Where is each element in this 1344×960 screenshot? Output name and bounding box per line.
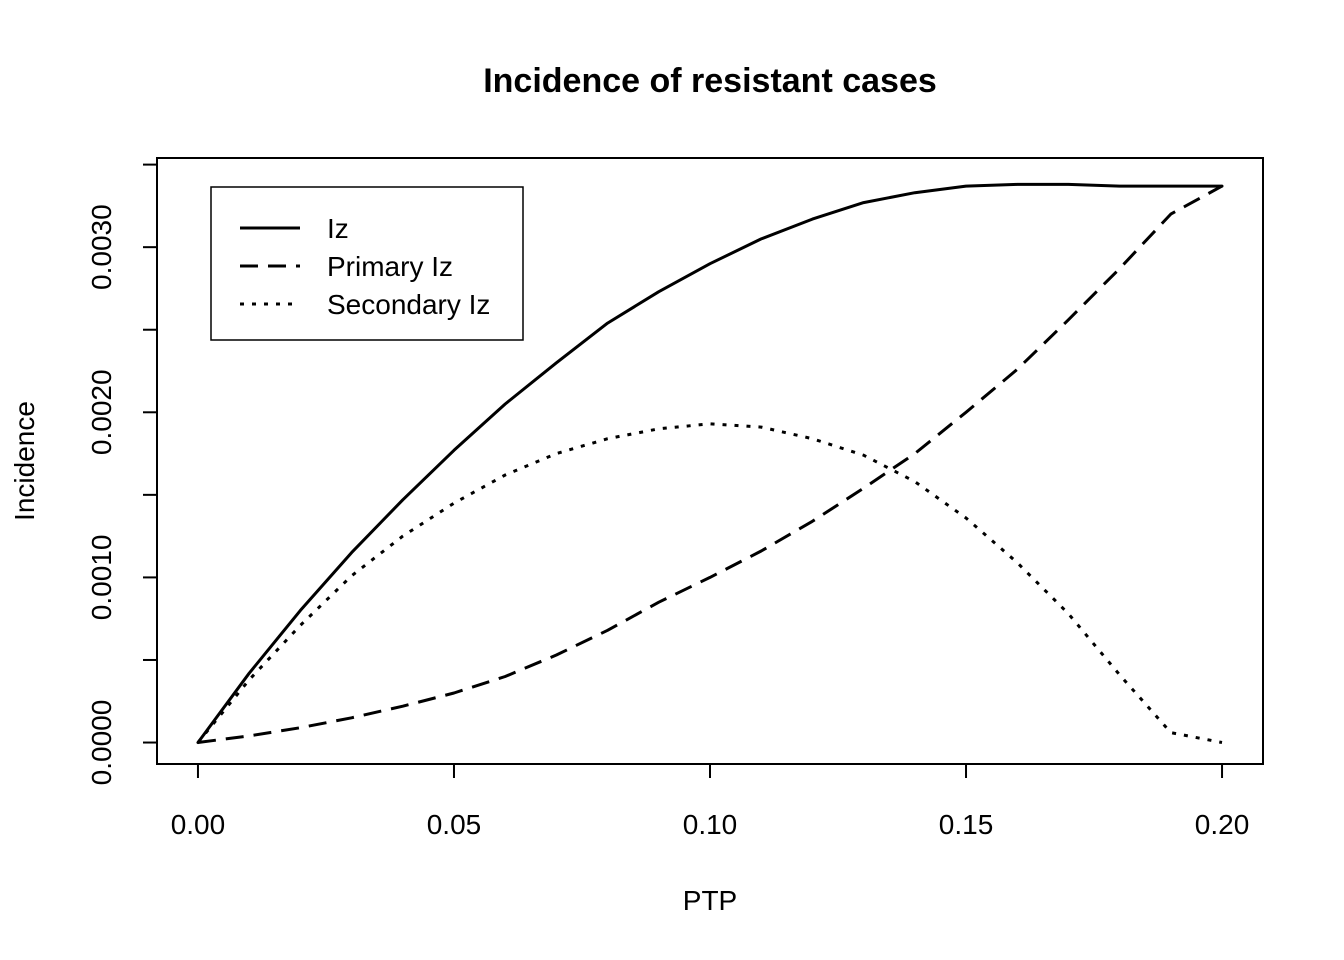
y-axis: 0.0000 0.0010 0.0020 0.0030 (86, 163, 158, 786)
x-tick-label: 0.15 (939, 809, 994, 840)
x-axis-title: PTP (683, 885, 737, 916)
y-tick-label: 0.0000 (86, 700, 117, 786)
series-line-primary-iz (197, 184, 1223, 744)
x-axis: 0.00 0.05 0.10 0.15 0.20 (171, 763, 1250, 840)
x-tick-label: 0.20 (1195, 809, 1250, 840)
legend-label: Primary Iz (327, 251, 453, 282)
x-tick-label: 0.05 (427, 809, 482, 840)
y-tick-label: 0.0030 (86, 204, 117, 290)
series-lines (196, 182, 1224, 744)
series-line-secondary-iz (196, 422, 1223, 744)
series-line-iz (196, 182, 1224, 744)
legend-label: Iz (327, 213, 349, 244)
legend: Iz Primary Iz Secondary Iz (210, 186, 524, 341)
legend-label: Secondary Iz (327, 289, 490, 320)
legend-box (210, 186, 524, 341)
y-tick-label: 0.0020 (86, 369, 117, 455)
chart-title: Incidence of resistant cases (483, 62, 937, 100)
x-tick-label: 0.00 (171, 809, 226, 840)
y-tick-label: 0.0010 (86, 535, 117, 621)
x-tick-label: 0.10 (683, 809, 738, 840)
y-axis-title: Incidence (9, 401, 40, 521)
